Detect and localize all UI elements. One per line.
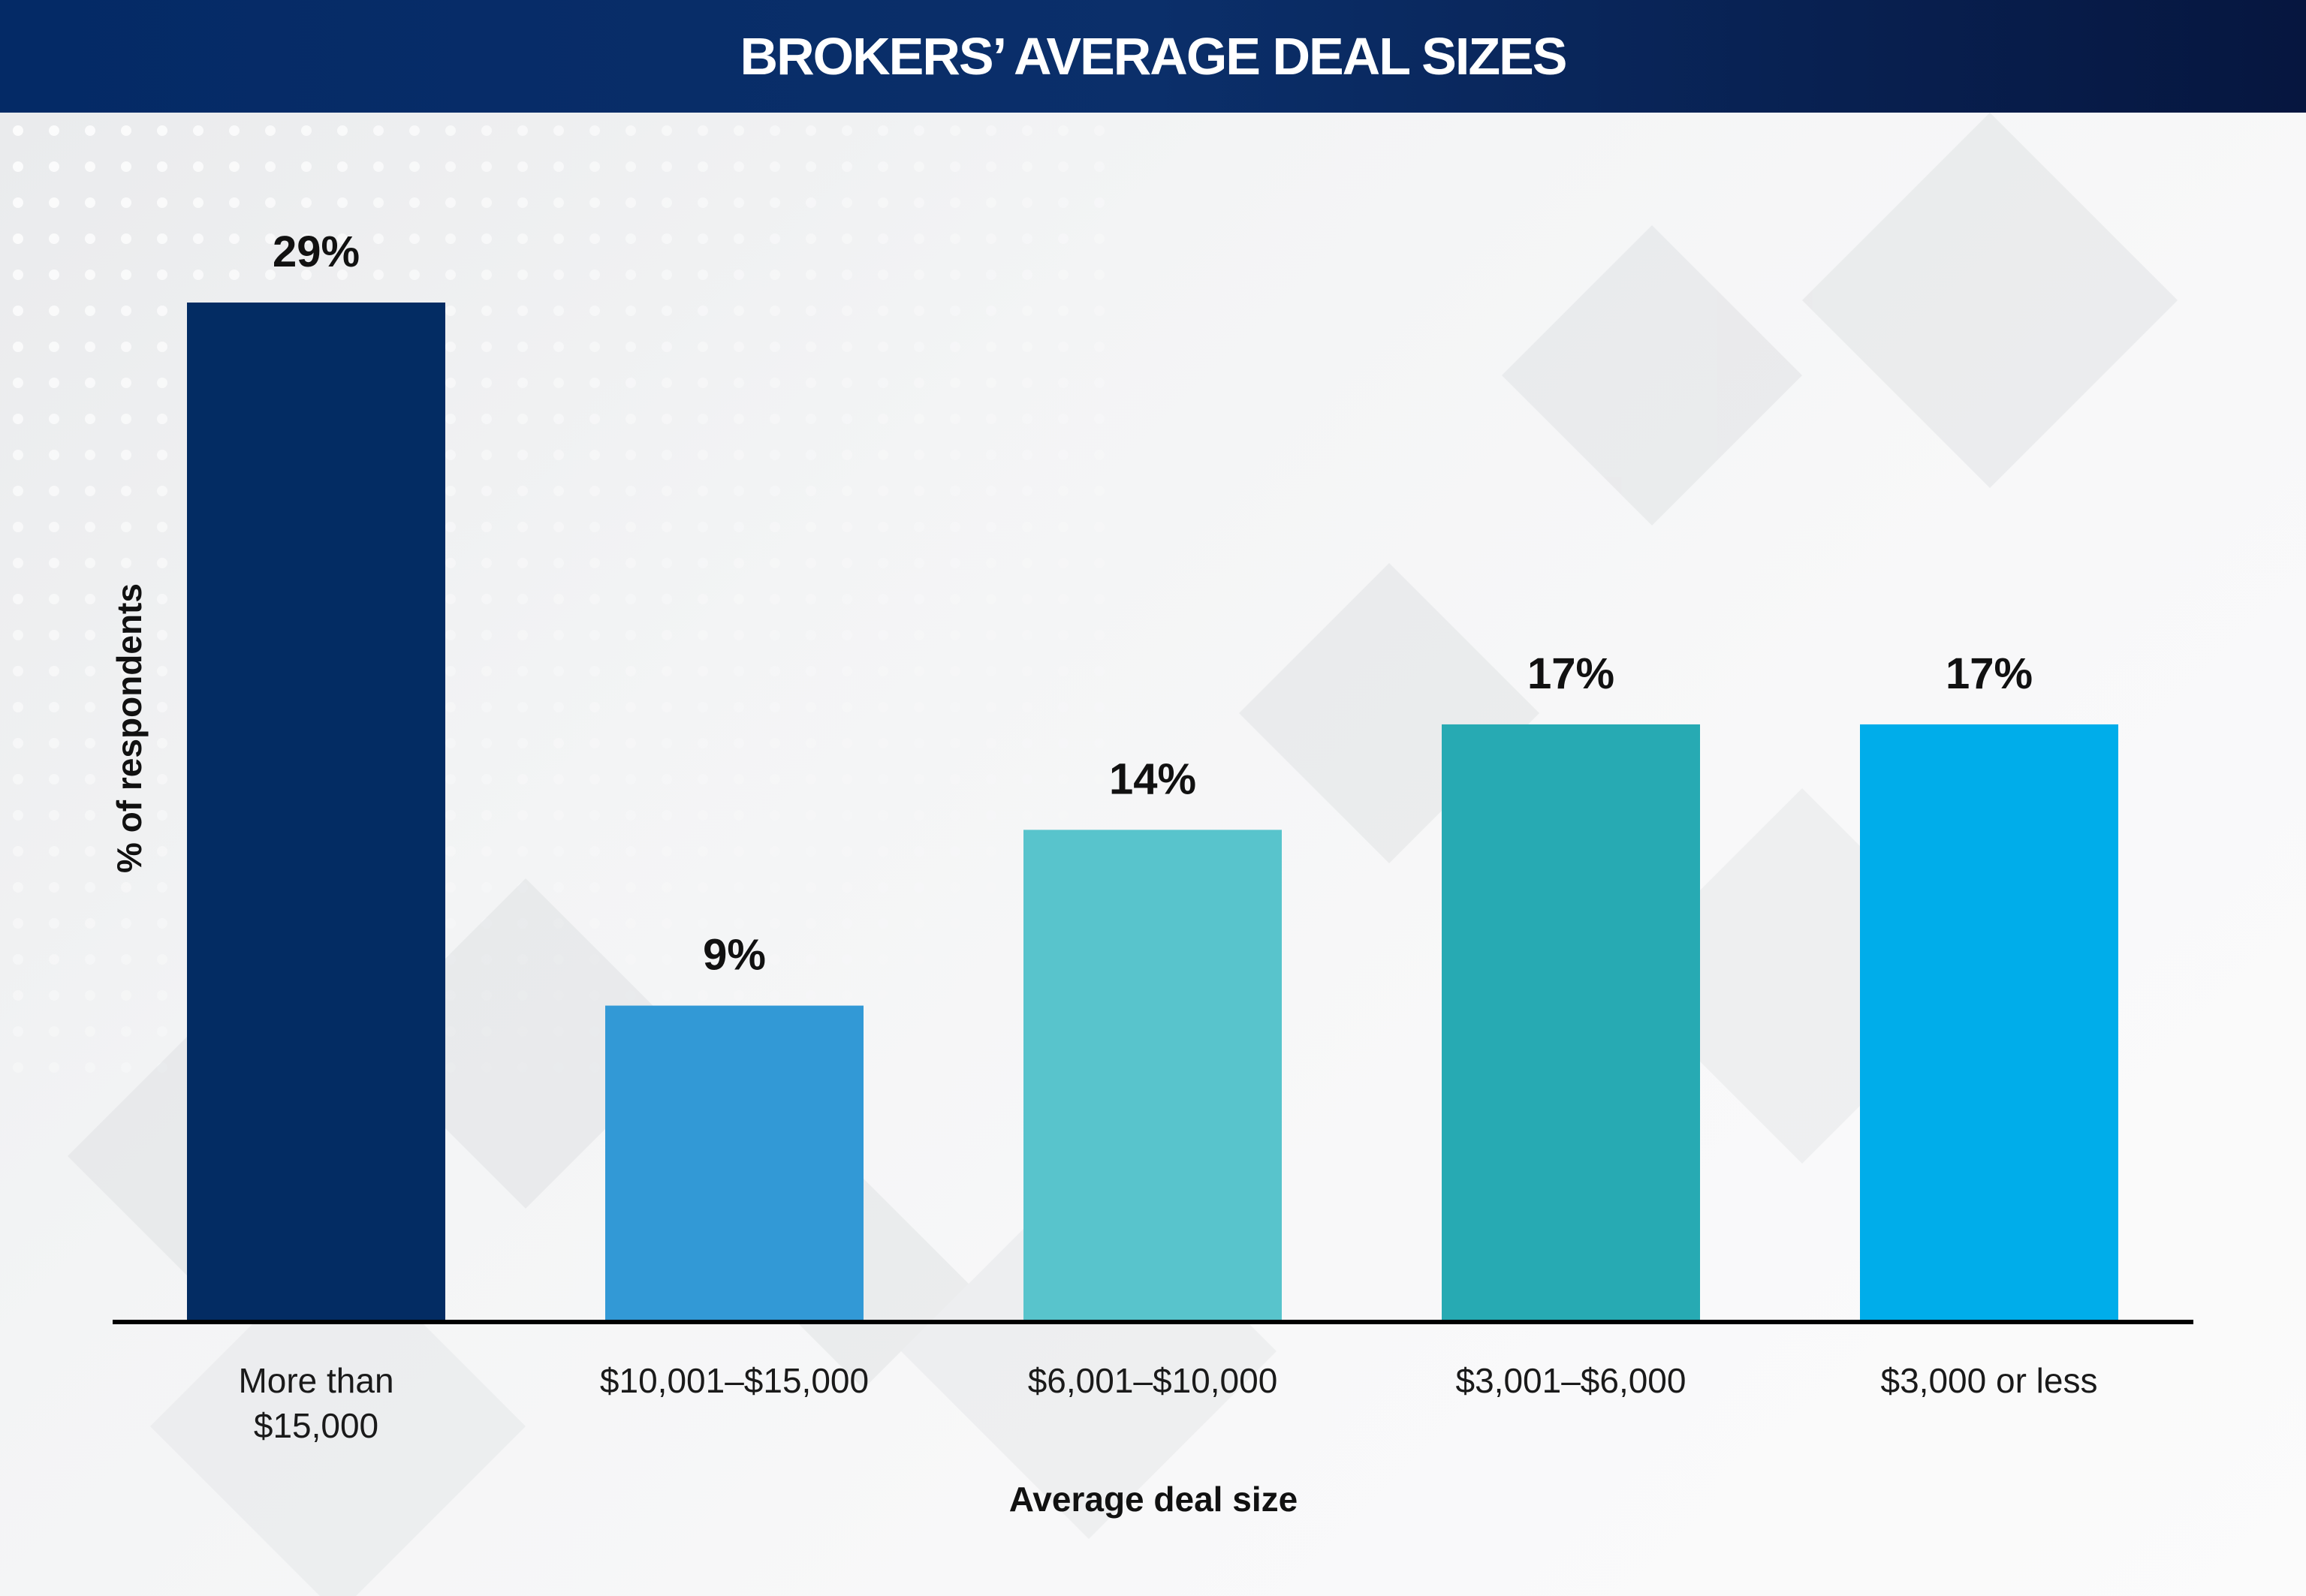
category-label-1-line-2: $15,000 bbox=[254, 1406, 378, 1445]
bar-2 bbox=[605, 1005, 864, 1322]
bar-4 bbox=[1442, 724, 1700, 1322]
category-label-3: $6,001–$10,000 bbox=[1028, 1361, 1278, 1400]
category-label-1-line-1: More than bbox=[238, 1361, 393, 1400]
bar-value-label-1: 29% bbox=[273, 227, 360, 276]
chart-title: BROKERS’ AVERAGE DEAL SIZES bbox=[740, 27, 1568, 86]
y-axis-title: % of respondents bbox=[110, 583, 149, 873]
bar-1 bbox=[187, 303, 445, 1322]
x-axis-title: Average deal size bbox=[1009, 1480, 1298, 1519]
category-label-2: $10,001–$15,000 bbox=[600, 1361, 869, 1400]
bar-value-label-2: 9% bbox=[703, 931, 766, 980]
value-labels-group: 29% 9% 14% 17% 17% bbox=[273, 227, 2033, 980]
bar-value-label-3: 14% bbox=[1109, 754, 1196, 803]
bar-3 bbox=[1023, 830, 1282, 1322]
category-label-5: $3,000 or less bbox=[1881, 1361, 2098, 1400]
bar-value-label-5: 17% bbox=[1946, 649, 2033, 698]
bar-5 bbox=[1860, 724, 2118, 1322]
bars-group bbox=[187, 303, 2118, 1322]
category-labels-group: More than $15,000 $10,001–$15,000 $6,001–$1… bbox=[238, 1361, 2097, 1445]
category-label-4: $3,001–$6,000 bbox=[1456, 1361, 1687, 1400]
bar-value-label-4: 17% bbox=[1527, 649, 1614, 698]
title-banner: BROKERS’ AVERAGE DEAL SIZES bbox=[0, 0, 2306, 113]
